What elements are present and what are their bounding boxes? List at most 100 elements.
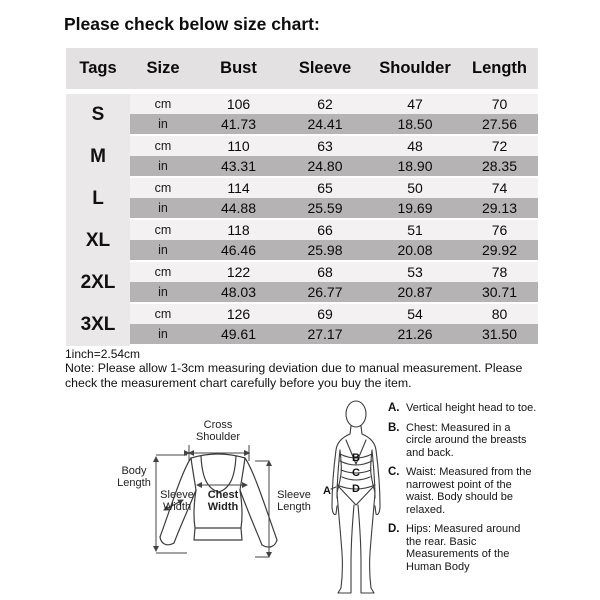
body-measurement-diagram: B C D A	[322, 398, 392, 596]
body-length-label: Body Length	[117, 465, 151, 489]
measurement-note: Note: Please allow 1-3cm measuring devia…	[65, 361, 523, 390]
sleeve-width-label: Sleeve Width	[160, 489, 194, 513]
size-tag: 3XL	[66, 304, 130, 346]
length-in-value: 29.92	[461, 240, 538, 262]
unit-label-cm: cm	[130, 304, 196, 324]
unit-label-in: in	[130, 156, 196, 178]
size-row-group-2xl: 2XL cm 122 68 53 78 in 48.03 26.77 20.87…	[66, 262, 538, 304]
shoulder-in-value: 19.69	[369, 198, 461, 220]
measurement-legend: A. Vertical height head to toe. B. Chest…	[388, 402, 548, 580]
length-in-value: 31.50	[461, 324, 538, 346]
marker-a: A	[323, 485, 331, 497]
unit-label-cm: cm	[130, 94, 196, 114]
sleeve-cm-value: 69	[281, 304, 369, 324]
shoulder-in-value: 18.50	[369, 114, 461, 136]
length-in-value: 29.13	[461, 198, 538, 220]
size-table-header: Tags Size Bust Sleeve Shoulder Length	[66, 48, 538, 89]
size-tag: L	[66, 178, 130, 220]
bust-cm-value: 122	[196, 262, 281, 282]
bust-in-value: 48.03	[196, 282, 281, 304]
bust-cm-value: 126	[196, 304, 281, 324]
shoulder-in-value: 21.26	[369, 324, 461, 346]
size-row-group-m: M cm 110 63 48 72 in 43.31 24.80 18.90 2…	[66, 136, 538, 178]
bust-cm-value: 114	[196, 178, 281, 198]
shoulder-in-value: 20.08	[369, 240, 461, 262]
marker-d: D	[352, 483, 360, 495]
sleeve-length-label: Sleeve Length	[277, 489, 311, 513]
length-cm-value: 76	[461, 220, 538, 240]
body-outline-drawing: B C D A	[323, 400, 381, 594]
shoulder-cm-value: 48	[369, 136, 461, 156]
legend-text: Chest: Measured in a circle around the b…	[406, 421, 527, 459]
length-cm-value: 80	[461, 304, 538, 324]
bust-in-value: 49.61	[196, 324, 281, 346]
column-header-bust: Bust	[220, 59, 257, 77]
shoulder-in-value: 18.90	[369, 156, 461, 178]
length-in-value: 27.56	[461, 114, 538, 136]
sleeve-cm-value: 65	[281, 178, 369, 198]
unit-label-cm: cm	[130, 178, 196, 198]
sleeve-cm-value: 62	[281, 94, 369, 114]
sleeve-in-value: 24.80	[281, 156, 369, 178]
unit-label-cm: cm	[130, 220, 196, 240]
legend-key: B.	[388, 421, 400, 434]
cross-shoulder-label: Cross Shoulder	[195, 419, 241, 443]
sleeve-cm-value: 66	[281, 220, 369, 240]
size-table-body: S cm 106 62 47 70 in 41.73 24.41 18.50 2…	[66, 94, 538, 346]
bust-in-value: 41.73	[196, 114, 281, 136]
bust-cm-value: 106	[196, 94, 281, 114]
size-tag: S	[66, 94, 130, 136]
legend-key: D.	[388, 523, 400, 535]
column-header-shoulder: Shoulder	[379, 59, 451, 77]
unit-label-cm: cm	[130, 262, 196, 282]
legend-key: C.	[388, 466, 400, 478]
bust-cm-value: 118	[196, 220, 281, 240]
size-row-group-xl: XL cm 118 66 51 76 in 46.46 25.98 20.08 …	[66, 220, 538, 262]
chest-width-label: Chest Width	[207, 489, 239, 513]
marker-b: B	[352, 452, 360, 464]
unit-label-in: in	[130, 114, 196, 136]
sleeve-in-value: 27.17	[281, 324, 369, 346]
shoulder-cm-value: 53	[369, 262, 461, 282]
size-table: Tags Size Bust Sleeve Shoulder Length S …	[66, 48, 538, 346]
shoulder-cm-value: 47	[369, 94, 461, 114]
size-row-group-3xl: 3XL cm 126 69 54 80 in 49.61 27.17 21.26…	[66, 304, 538, 346]
legend-item-a: A. Vertical height head to toe.	[388, 402, 548, 415]
sleeve-in-value: 25.98	[281, 240, 369, 262]
sleeve-in-value: 25.59	[281, 198, 369, 220]
shoulder-cm-value: 51	[369, 220, 461, 240]
length-cm-value: 70	[461, 94, 538, 114]
column-header-length: Length	[472, 59, 527, 77]
column-header-size: Size	[146, 59, 180, 77]
length-in-value: 28.35	[461, 156, 538, 178]
legend-item-c: C. Waist: Measured from the narrowest po…	[388, 466, 548, 516]
length-cm-value: 78	[461, 262, 538, 282]
sleeve-cm-value: 63	[281, 136, 369, 156]
shoulder-in-value: 20.87	[369, 282, 461, 304]
marker-c: C	[352, 467, 360, 479]
legend-text: Hips: Measured around the rear. Basic Me…	[406, 523, 521, 573]
unit-conversion-note: 1inch=2.54cm	[65, 347, 141, 361]
shoulder-cm-value: 54	[369, 304, 461, 324]
page-title: Please check below size chart:	[64, 14, 320, 34]
bust-cm-value: 110	[196, 136, 281, 156]
garment-measurement-diagram: Cross Shoulder Body Length Sleeve Width …	[103, 415, 318, 585]
column-header-tags: Tags	[79, 59, 117, 77]
size-tag: XL	[66, 220, 130, 262]
size-row-group-l: L cm 114 65 50 74 in 44.88 25.59 19.69 2…	[66, 178, 538, 220]
bust-in-value: 43.31	[196, 156, 281, 178]
column-header-sleeve: Sleeve	[298, 59, 352, 77]
legend-item-d: D. Hips: Measured around the rear. Basic…	[388, 523, 548, 573]
size-tag: 2XL	[66, 262, 130, 304]
unit-label-in: in	[130, 324, 196, 346]
unit-label-in: in	[130, 282, 196, 304]
length-cm-value: 74	[461, 178, 538, 198]
unit-label-in: in	[130, 240, 196, 262]
size-tag: M	[66, 136, 130, 178]
size-row-group-s: S cm 106 62 47 70 in 41.73 24.41 18.50 2…	[66, 94, 538, 136]
length-cm-value: 72	[461, 136, 538, 156]
sleeve-in-value: 26.77	[281, 282, 369, 304]
unit-label-in: in	[130, 198, 196, 220]
bust-in-value: 44.88	[196, 198, 281, 220]
